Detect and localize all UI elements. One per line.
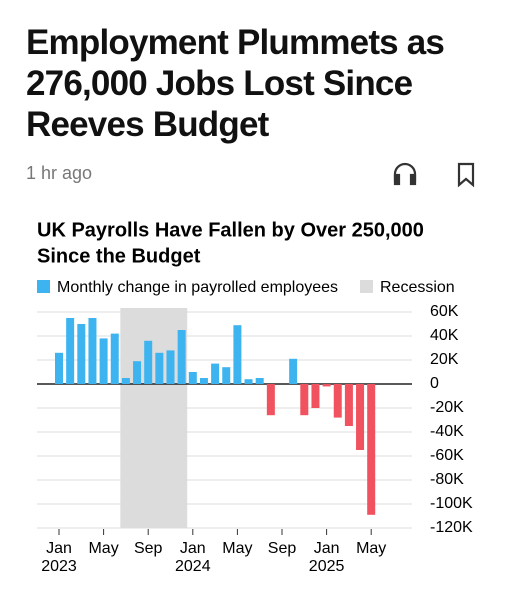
bar <box>55 352 63 384</box>
listen-button[interactable] <box>393 162 417 186</box>
bar <box>367 384 376 515</box>
bar <box>356 384 365 450</box>
bar <box>333 384 342 418</box>
y-tick-label: 60K <box>430 303 459 320</box>
y-tick-label: -80K <box>430 471 464 488</box>
legend-swatch <box>360 280 373 293</box>
bar <box>233 325 242 384</box>
x-year-label: 2025 <box>309 558 345 575</box>
bar <box>300 384 309 416</box>
x-tick-label: May <box>222 540 252 557</box>
bar <box>222 367 231 384</box>
x-tick-label: May <box>88 540 118 557</box>
bar <box>121 378 130 384</box>
bar <box>188 372 197 384</box>
chart-title: Since the Budget <box>37 245 201 267</box>
headline-line: 276,000 Jobs Lost Since <box>26 64 413 103</box>
y-tick-label: -20K <box>430 399 464 416</box>
bar <box>166 350 175 384</box>
y-tick-label: 40K <box>430 327 459 344</box>
bar <box>255 378 264 384</box>
bar <box>110 333 119 384</box>
bar <box>66 318 75 384</box>
headline-line: Employment Plummets as <box>26 23 445 62</box>
ear-cup <box>409 173 417 186</box>
bar <box>344 384 353 426</box>
bar <box>289 358 298 384</box>
y-tick-label: -60K <box>430 447 464 464</box>
x-tick-label: Sep <box>268 540 297 557</box>
bar <box>211 363 220 384</box>
bar <box>155 352 164 384</box>
headphone-icon <box>393 162 417 182</box>
x-tick-label: Sep <box>134 540 163 557</box>
bar <box>199 378 208 384</box>
y-tick-label: -120K <box>430 519 473 536</box>
y-tick-label: 0 <box>430 375 439 392</box>
x-year-label: 2024 <box>175 558 211 575</box>
legend-label: Recession <box>380 279 455 296</box>
headline-line: Reeves Budget <box>26 105 269 144</box>
legend-label: Monthly change in payrolled employees <box>57 279 338 296</box>
bar <box>144 340 153 384</box>
y-tick-label: -40K <box>430 423 464 440</box>
bar <box>244 379 253 384</box>
y-tick-label: -100K <box>430 495 473 512</box>
bar <box>99 338 108 384</box>
bookmark-button[interactable] <box>457 162 475 188</box>
bar <box>177 330 186 384</box>
bar <box>266 384 275 416</box>
headline: Employment Plummets as 276,000 Jobs Lost… <box>26 22 445 145</box>
recession-shade <box>120 308 188 528</box>
bar <box>322 384 331 387</box>
ear-cup <box>393 173 401 186</box>
y-tick-label: 20K <box>430 351 459 368</box>
x-tick-label: Jan <box>314 540 340 557</box>
legend-swatch <box>37 280 50 293</box>
bar <box>311 384 320 408</box>
x-year-label: 2023 <box>41 558 77 575</box>
bar <box>77 324 86 384</box>
bar <box>133 361 142 384</box>
timestamp: 1 hr ago <box>26 163 93 183</box>
x-tick-label: May <box>356 540 386 557</box>
x-tick-label: Jan <box>180 540 206 557</box>
bar <box>88 318 97 384</box>
chart-title: UK Payrolls Have Fallen by Over 250,000 <box>37 219 424 241</box>
x-tick-label: Jan <box>46 540 72 557</box>
